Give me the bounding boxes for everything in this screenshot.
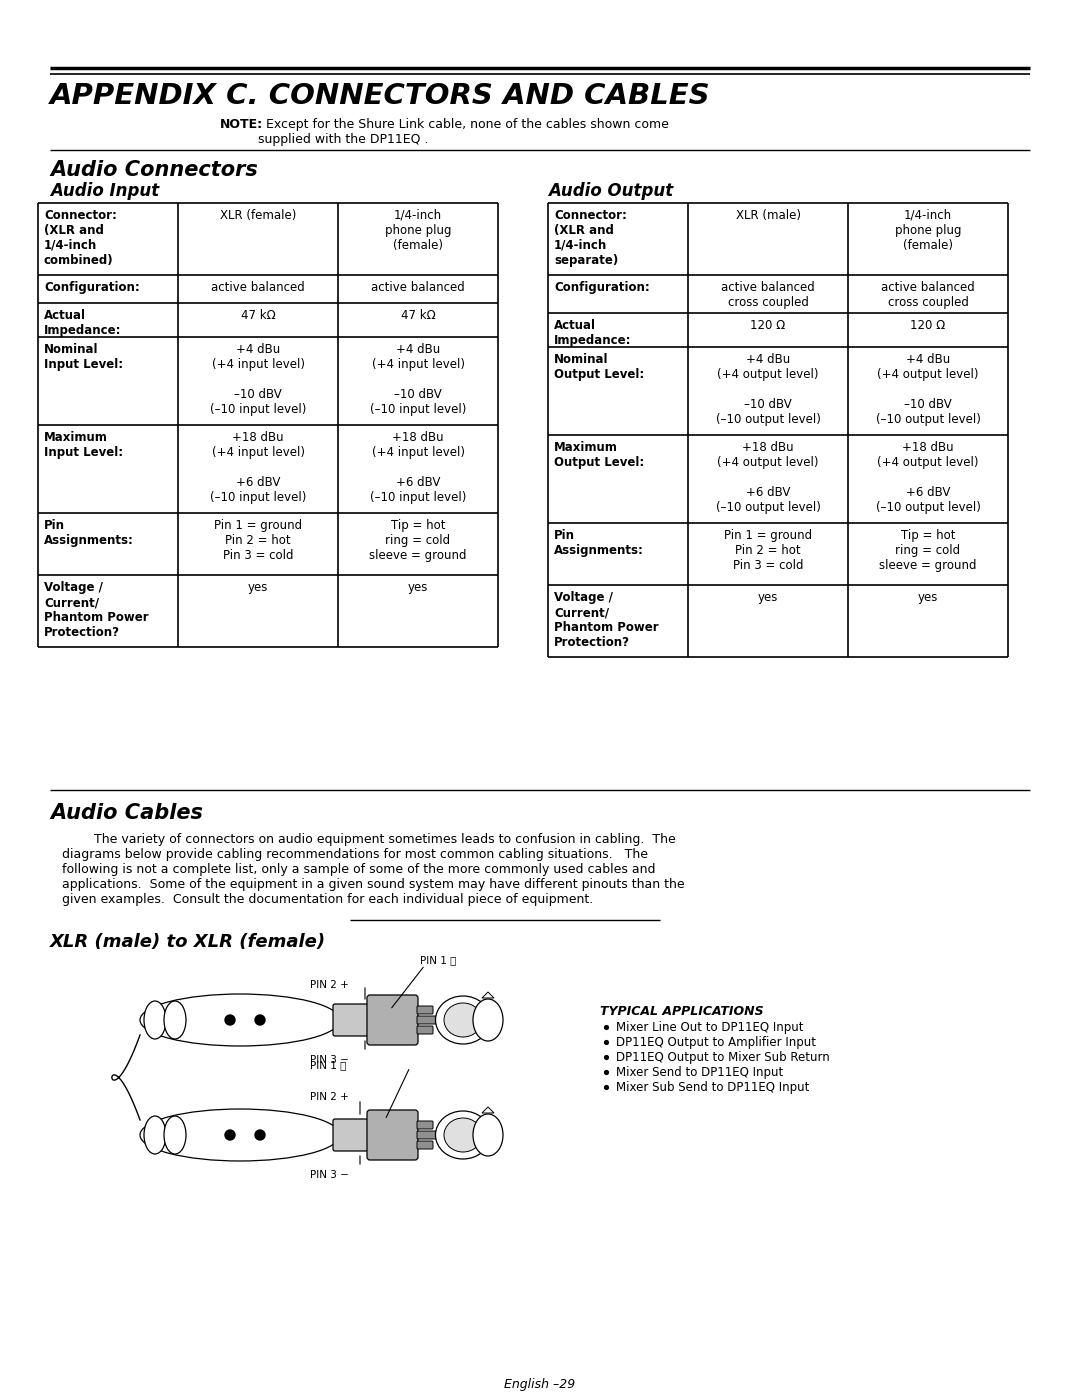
FancyBboxPatch shape [417,1016,437,1024]
Text: Except for the Shure Link cable, none of the cables shown come: Except for the Shure Link cable, none of… [258,117,669,131]
FancyBboxPatch shape [417,1025,433,1034]
Text: 120 Ω: 120 Ω [751,319,785,332]
Text: Mixer Send to DP11EQ Input: Mixer Send to DP11EQ Input [616,1066,783,1078]
Circle shape [255,1016,265,1025]
Text: PIN 2 +: PIN 2 + [310,1092,349,1102]
Circle shape [225,1130,235,1140]
Text: +18 dBu
(+4 input level)

+6 dBV
(–10 input level): +18 dBu (+4 input level) +6 dBV (–10 inp… [210,432,307,504]
Text: Tip = hot
ring = cold
sleeve = ground: Tip = hot ring = cold sleeve = ground [879,529,976,571]
Ellipse shape [164,1116,186,1154]
Polygon shape [482,992,494,997]
Ellipse shape [473,1113,503,1155]
Text: Connector:
(XLR and
1/4-inch
combined): Connector: (XLR and 1/4-inch combined) [44,210,117,267]
Text: active balanced: active balanced [211,281,305,293]
Polygon shape [482,1106,494,1113]
Text: Nominal
Input Level:: Nominal Input Level: [44,344,123,372]
FancyBboxPatch shape [333,1004,372,1037]
Text: Voltage /
Current/
Phantom Power
Protection?: Voltage / Current/ Phantom Power Protect… [554,591,659,650]
Text: PIN 1 ⏚: PIN 1 ⏚ [420,956,457,965]
Text: yes: yes [247,581,268,594]
Text: Mixer Sub Send to DP11EQ Input: Mixer Sub Send to DP11EQ Input [616,1081,809,1094]
Text: +18 dBu
(+4 output level)

+6 dBV
(–10 output level): +18 dBu (+4 output level) +6 dBV (–10 ou… [876,441,981,514]
Text: applications.  Some of the equipment in a given sound system may have different : applications. Some of the equipment in a… [62,877,685,891]
Text: Configuration:: Configuration: [44,281,139,293]
Text: APPENDIX C. CONNECTORS AND CABLES: APPENDIX C. CONNECTORS AND CABLES [50,82,711,110]
Ellipse shape [144,1002,166,1039]
Text: Pin 1 = ground
Pin 2 = hot
Pin 3 = cold: Pin 1 = ground Pin 2 = hot Pin 3 = cold [214,520,302,562]
Ellipse shape [435,1111,490,1160]
Text: yes: yes [758,591,779,604]
FancyBboxPatch shape [417,1120,433,1129]
Text: active balanced
cross coupled: active balanced cross coupled [721,281,815,309]
Text: PIN 3 −: PIN 3 − [310,1055,349,1065]
Text: 47 kΩ: 47 kΩ [401,309,435,321]
Text: TYPICAL APPLICATIONS: TYPICAL APPLICATIONS [600,1004,764,1018]
Text: +18 dBu
(+4 output level)

+6 dBV
(–10 output level): +18 dBu (+4 output level) +6 dBV (–10 ou… [716,441,821,514]
FancyBboxPatch shape [367,995,418,1045]
Text: DP11EQ Output to Amplifier Input: DP11EQ Output to Amplifier Input [616,1037,816,1049]
Text: active balanced
cross coupled: active balanced cross coupled [881,281,975,309]
Ellipse shape [444,1118,482,1153]
Text: following is not a complete list, only a sample of some of the more commonly use: following is not a complete list, only a… [62,863,656,876]
FancyBboxPatch shape [417,1132,437,1139]
Text: +4 dBu
(+4 output level)

–10 dBV
(–10 output level): +4 dBu (+4 output level) –10 dBV (–10 ou… [716,353,821,426]
Text: +4 dBu
(+4 output level)

–10 dBV
(–10 output level): +4 dBu (+4 output level) –10 dBV (–10 ou… [876,353,981,426]
Text: DP11EQ Output to Mixer Sub Return: DP11EQ Output to Mixer Sub Return [616,1051,829,1065]
Text: XLR (male): XLR (male) [735,210,800,222]
Text: 1/4-inch
phone plug
(female): 1/4-inch phone plug (female) [894,210,961,251]
Text: Pin
Assignments:: Pin Assignments: [554,529,644,557]
Text: yes: yes [918,591,939,604]
Ellipse shape [140,995,340,1046]
Text: Pin 1 = ground
Pin 2 = hot
Pin 3 = cold: Pin 1 = ground Pin 2 = hot Pin 3 = cold [724,529,812,571]
FancyBboxPatch shape [367,1111,418,1160]
Text: Connector:
(XLR and
1/4-inch
separate): Connector: (XLR and 1/4-inch separate) [554,210,626,267]
Text: Tip = hot
ring = cold
sleeve = ground: Tip = hot ring = cold sleeve = ground [369,520,467,562]
Text: PIN 2 +: PIN 2 + [310,981,349,990]
Text: Maximum
Input Level:: Maximum Input Level: [44,432,123,460]
Text: 47 kΩ: 47 kΩ [241,309,275,321]
Text: Actual
Impedance:: Actual Impedance: [44,309,121,337]
Text: English –29: English –29 [504,1377,576,1391]
Ellipse shape [140,1109,340,1161]
Ellipse shape [144,1116,166,1154]
Text: Maximum
Output Level:: Maximum Output Level: [554,441,645,469]
Circle shape [255,1130,265,1140]
Circle shape [225,1016,235,1025]
FancyBboxPatch shape [333,1119,372,1151]
Text: The variety of connectors on audio equipment sometimes leads to confusion in cab: The variety of connectors on audio equip… [62,833,676,847]
Text: Audio Connectors: Audio Connectors [50,161,258,180]
Ellipse shape [444,1003,482,1037]
Text: Nominal
Output Level:: Nominal Output Level: [554,353,645,381]
Text: +18 dBu
(+4 input level)

+6 dBV
(–10 input level): +18 dBu (+4 input level) +6 dBV (–10 inp… [369,432,467,504]
Text: Audio Output: Audio Output [548,182,673,200]
Text: PIN 1 ⏚: PIN 1 ⏚ [310,1060,347,1070]
Text: Voltage /
Current/
Phantom Power
Protection?: Voltage / Current/ Phantom Power Protect… [44,581,149,638]
Ellipse shape [473,999,503,1041]
Text: NOTE:: NOTE: [220,117,264,131]
FancyBboxPatch shape [417,1006,433,1014]
Text: Configuration:: Configuration: [554,281,650,293]
Text: Mixer Line Out to DP11EQ Input: Mixer Line Out to DP11EQ Input [616,1021,804,1034]
Ellipse shape [435,996,490,1044]
FancyBboxPatch shape [417,1141,433,1148]
Text: active balanced: active balanced [372,281,464,293]
Text: Pin
Assignments:: Pin Assignments: [44,520,134,548]
Text: XLR (female): XLR (female) [220,210,296,222]
Text: 120 Ω: 120 Ω [910,319,946,332]
Text: Actual
Impedance:: Actual Impedance: [554,319,632,346]
Text: diagrams below provide cabling recommendations for most common cabling situation: diagrams below provide cabling recommend… [62,848,648,861]
Text: PIN 3 −: PIN 3 − [310,1171,349,1180]
Text: 1/4-inch
phone plug
(female): 1/4-inch phone plug (female) [384,210,451,251]
Text: +4 dBu
(+4 input level)

–10 dBV
(–10 input level): +4 dBu (+4 input level) –10 dBV (–10 inp… [210,344,307,416]
Text: yes: yes [408,581,428,594]
Text: +4 dBu
(+4 input level)

–10 dBV
(–10 input level): +4 dBu (+4 input level) –10 dBV (–10 inp… [369,344,467,416]
Text: Audio Cables: Audio Cables [50,803,203,823]
Ellipse shape [164,1002,186,1039]
Text: XLR (male) to XLR (female): XLR (male) to XLR (female) [50,933,326,951]
Text: Audio Input: Audio Input [50,182,159,200]
Text: supplied with the DP11EQ .: supplied with the DP11EQ . [258,133,429,147]
Text: given examples.  Consult the documentation for each individual piece of equipmen: given examples. Consult the documentatio… [62,893,593,907]
